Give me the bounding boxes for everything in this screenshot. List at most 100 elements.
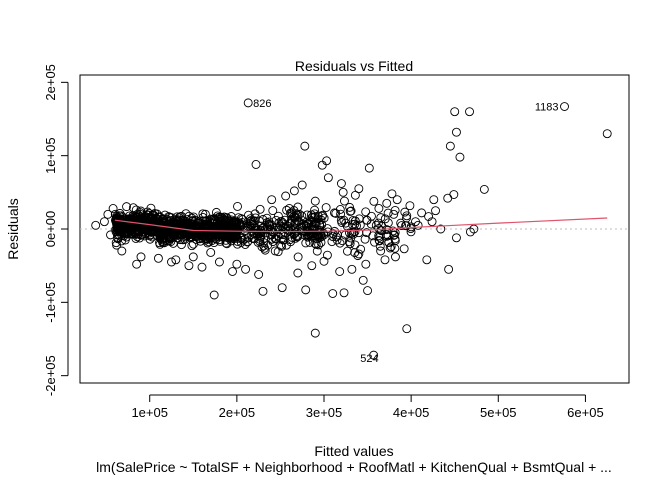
data-point <box>402 324 412 334</box>
y-axis-label: Residuals <box>5 198 21 259</box>
data-point <box>450 107 460 117</box>
data-point <box>417 208 427 218</box>
data-point <box>345 228 354 238</box>
data-point <box>413 220 423 230</box>
data-point <box>136 206 146 216</box>
data-point <box>369 350 379 360</box>
data-point <box>215 232 224 242</box>
data-point <box>145 234 155 244</box>
data-point <box>374 224 384 233</box>
data-point <box>341 218 351 228</box>
data-point <box>335 267 345 276</box>
x-axis: 1e+05 2e+05 3e+05 4e+05 5e+05 6e+05 <box>131 394 604 420</box>
data-point <box>201 233 211 243</box>
data-point <box>322 156 332 166</box>
data-point <box>452 233 461 243</box>
data-point <box>240 240 250 249</box>
data-point <box>221 238 231 248</box>
data-point <box>332 235 342 245</box>
data-point <box>431 206 440 216</box>
data-point <box>354 249 364 259</box>
data-point <box>168 238 178 248</box>
data-point <box>258 286 268 296</box>
data-point <box>367 211 376 221</box>
x-axis-label: Fitted values <box>314 443 393 459</box>
data-point <box>389 209 399 219</box>
data-point <box>214 257 224 267</box>
data-point <box>255 204 265 214</box>
data-point <box>243 237 253 247</box>
data-point <box>396 218 406 228</box>
data-point <box>358 275 368 285</box>
data-point <box>350 240 360 250</box>
data-point <box>385 243 395 253</box>
data-point <box>445 141 455 151</box>
data-point <box>160 210 170 220</box>
data-point <box>135 227 145 237</box>
data-point <box>301 285 311 295</box>
data-point <box>354 228 364 238</box>
outlier-label: 1183 <box>535 102 559 114</box>
data-point <box>117 246 127 256</box>
data-point <box>285 235 295 245</box>
data-point <box>402 211 412 221</box>
data-point <box>240 226 250 235</box>
data-point <box>361 207 371 217</box>
data-point <box>203 228 213 238</box>
data-point <box>388 226 398 236</box>
data-point <box>148 221 158 231</box>
data-point <box>356 244 366 254</box>
data-point <box>171 255 181 265</box>
data-point <box>250 209 260 219</box>
data-point <box>374 204 384 213</box>
data-point <box>293 252 303 262</box>
data-point <box>336 215 346 225</box>
data-point <box>383 218 393 228</box>
data-point <box>316 237 326 247</box>
data-point <box>285 218 295 228</box>
data-point <box>191 234 201 244</box>
x-tick-label: 6e+05 <box>567 405 604 420</box>
data-point <box>389 230 399 240</box>
data-point <box>376 246 386 256</box>
data-point <box>200 209 210 219</box>
data-point <box>120 235 130 245</box>
data-point <box>219 212 229 222</box>
data-point <box>307 231 317 241</box>
x-tick-label: 5e+05 <box>480 405 517 420</box>
data-point <box>310 328 320 338</box>
data-point <box>260 245 270 255</box>
data-point <box>465 227 475 237</box>
data-point <box>336 179 346 188</box>
data-point <box>188 252 198 262</box>
data-point <box>336 209 346 219</box>
data-point <box>345 207 355 216</box>
data-point <box>241 264 251 274</box>
data-point <box>335 238 345 248</box>
data-point <box>444 264 454 274</box>
data-point <box>246 224 256 234</box>
data-point <box>317 232 327 241</box>
residual-points <box>91 98 612 360</box>
outlier-labels: 826 1183 524 <box>253 98 558 365</box>
data-point <box>298 225 308 235</box>
data-point <box>251 160 261 169</box>
data-point <box>282 205 292 215</box>
data-point <box>230 218 240 228</box>
data-point <box>360 234 370 244</box>
data-point <box>342 246 352 256</box>
data-point <box>345 239 355 249</box>
data-point <box>268 206 278 216</box>
data-point <box>465 107 474 117</box>
data-point <box>128 203 138 213</box>
data-point <box>188 219 198 229</box>
data-point <box>209 290 219 300</box>
data-point <box>139 226 149 236</box>
data-point <box>138 215 148 225</box>
data-point <box>228 267 237 276</box>
data-point <box>317 160 327 170</box>
data-point <box>392 195 402 205</box>
data-point <box>184 261 194 271</box>
data-point <box>364 163 374 173</box>
data-point <box>368 231 378 241</box>
